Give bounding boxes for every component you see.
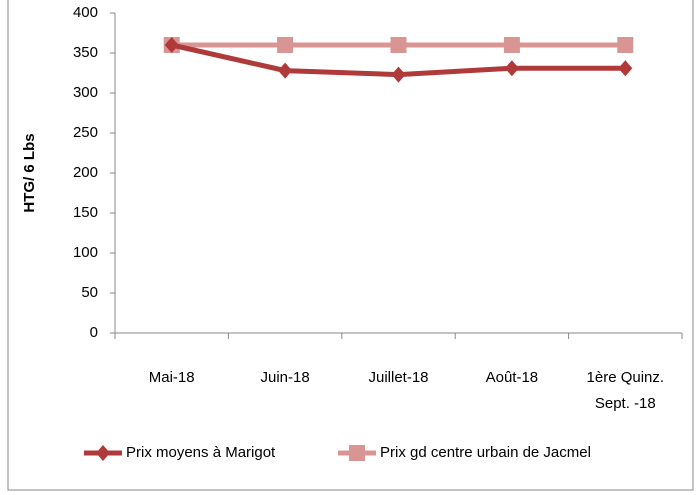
- y-tick-label: 350: [73, 44, 98, 61]
- point: [278, 62, 293, 79]
- point: [391, 66, 406, 83]
- x-tick-label: Juin-18: [260, 369, 310, 386]
- point: [164, 37, 179, 53]
- legend-marker: [96, 445, 110, 461]
- point: [617, 37, 634, 53]
- legend-label: Prix moyens à Marigot: [126, 444, 276, 461]
- x-tick-label: 1ère Quinz. Sept. -18: [586, 369, 665, 412]
- y-tick-label: 250: [73, 124, 98, 141]
- y-tick-label: 200: [73, 164, 98, 181]
- legend-marker: [349, 445, 365, 461]
- y-tick-label: 400: [73, 4, 98, 21]
- point: [504, 60, 519, 77]
- y-tick-label: 50: [81, 284, 98, 301]
- point: [503, 37, 520, 53]
- frame: [7, 0, 694, 491]
- y-tick-label: 150: [73, 204, 98, 221]
- x-tick-label: Août-18: [485, 369, 539, 386]
- y-tick-label: 100: [73, 244, 98, 261]
- y-tick-label: 300: [73, 84, 98, 101]
- legend-label: Prix gd centre urbain de Jacmel: [380, 444, 591, 461]
- point: [390, 37, 407, 53]
- x-tick-label: Juillet-18: [368, 369, 429, 386]
- point: [277, 37, 294, 53]
- y-tick-label: 0: [90, 324, 98, 341]
- y-axis-label: HTG/ 6 Lbs: [21, 133, 38, 212]
- point: [618, 60, 633, 77]
- x-tick-label: Mai-18: [148, 369, 195, 386]
